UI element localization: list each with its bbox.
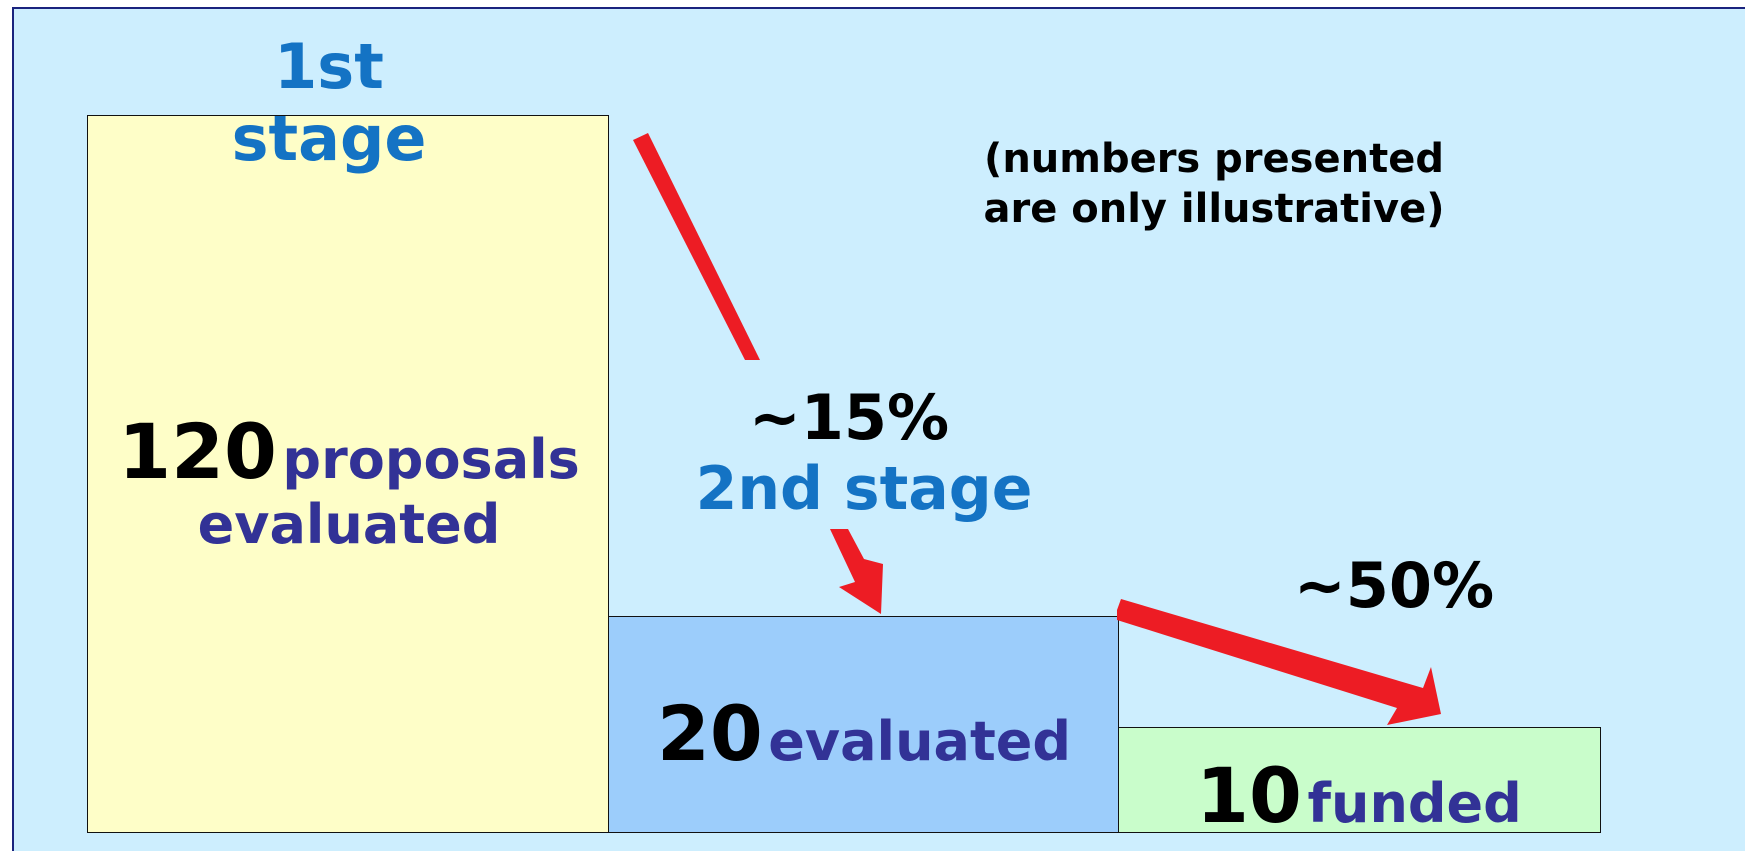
stage2-count-line: 20 evaluated xyxy=(614,689,1114,778)
stage1-count: 120 xyxy=(118,407,277,496)
stage2-label: evaluated xyxy=(768,710,1072,773)
stage1-count-line: 120 proposals xyxy=(94,407,604,496)
funnel-slide: 1st stage 120 proposals evaluated ~15% 2… xyxy=(12,7,1745,851)
arrows-layer xyxy=(633,133,1441,725)
funded-box xyxy=(1118,727,1601,833)
arrow-lower-segment-with-head xyxy=(830,529,883,614)
stage1-title-line2: stage xyxy=(231,102,427,175)
rate-stage2-to-funded: ~50% xyxy=(1293,549,1495,622)
illustrative-note-line2: are only illustrative) xyxy=(983,186,1445,232)
arrow-diagonal-with-head xyxy=(1117,599,1441,725)
funded-label: funded xyxy=(1307,772,1522,835)
stage1-label-line1: proposals xyxy=(282,428,580,491)
illustrative-note-line1: (numbers presented xyxy=(984,136,1444,182)
stage1-title: 1st stage xyxy=(219,31,439,175)
rate-stage1-to-stage2: ~15% xyxy=(748,381,950,454)
stage2-title: 2nd stage xyxy=(695,454,1033,524)
funded-count: 10 xyxy=(1196,751,1302,840)
stage1-box xyxy=(87,115,609,833)
stage2-count: 20 xyxy=(656,689,763,778)
stage1-label-line2: evaluated xyxy=(197,493,501,556)
stage1-title-line1: 1st xyxy=(274,30,384,103)
stage2-box xyxy=(608,616,1119,833)
arrow-stage1-to-stage2 xyxy=(633,133,883,614)
arrow-stage2-to-funded xyxy=(1117,599,1441,725)
arrow-upper-segment xyxy=(633,133,760,360)
funded-count-line: 10 funded xyxy=(1124,751,1594,840)
